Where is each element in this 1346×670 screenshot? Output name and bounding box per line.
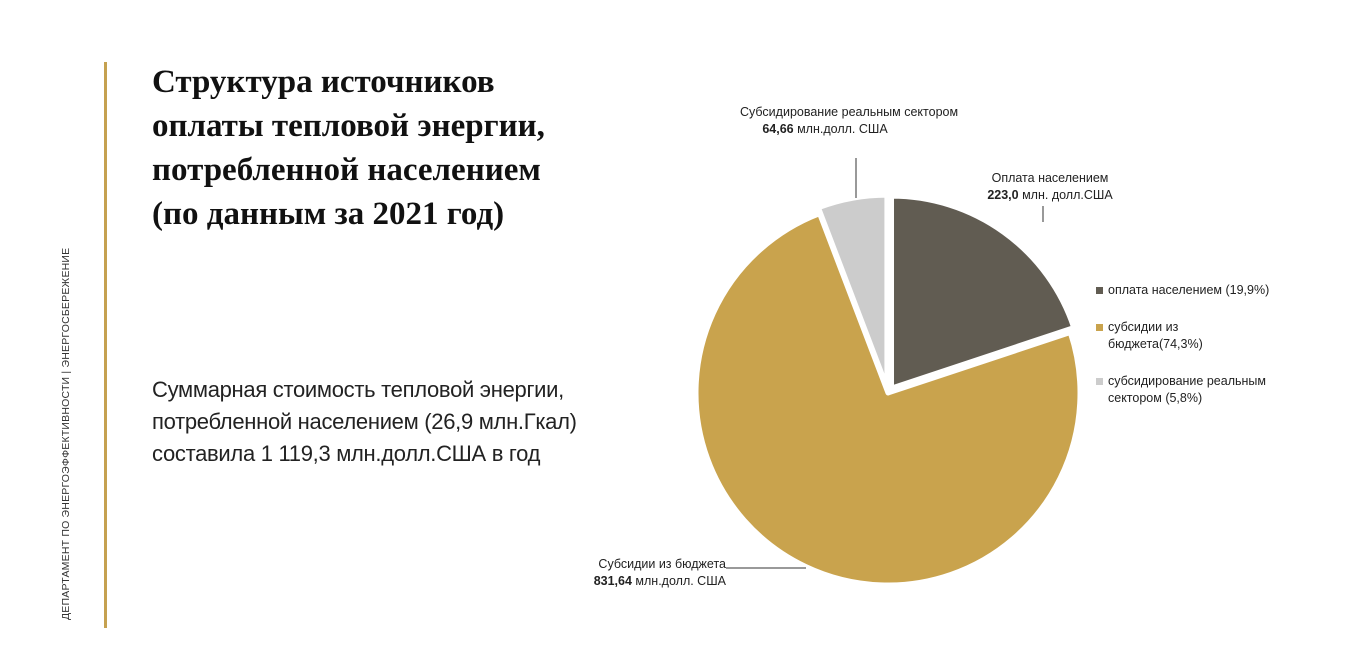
legend-swatch-budget [1096, 324, 1103, 331]
chart-title: Структура источников оплаты тепловой эне… [152, 60, 622, 236]
title-line-4: (по данным за 2021 год) [152, 196, 505, 232]
legend-label-budget: субсидии из бюджета(74,3%) [1108, 320, 1203, 351]
callout-leader-lines [726, 158, 1044, 569]
callout-budget-name: Субсидии из бюджета [598, 557, 726, 571]
legend-swatch-population [1096, 287, 1103, 294]
title-line-2: оплаты тепловой энергии, [152, 108, 545, 144]
title-line-3: потребленной населением [152, 152, 541, 188]
summary-line-3: составила 1 119,3 млн.долл.США в год [152, 441, 541, 466]
legend-item-budget: субсидии из бюджета(74,3%) [1096, 319, 1336, 353]
summary-text: Суммарная стоимость тепловой энергии, по… [152, 374, 622, 470]
summary-line-2: потребленной населением (26,9 млн.Гкал) [152, 409, 577, 434]
title-line-1: Структура источников [152, 64, 495, 100]
slice-realsector [815, 192, 890, 390]
callout-realsector: Субсидирование реальным сектором 64,66 м… [740, 104, 959, 138]
callout-population-value: 223,0 [987, 188, 1019, 202]
callout-population-amount: 223,0 млн. долл.США [960, 187, 1140, 204]
slice-budget [693, 211, 1083, 588]
callout-realsector-amount: 64,66 млн.долл. США [740, 121, 910, 138]
gold-divider-line [104, 62, 107, 628]
callout-realsector-unit: млн.долл. США [793, 122, 888, 136]
callout-budget-value: 831,64 [593, 574, 632, 588]
slice-population [889, 193, 1077, 391]
legend-swatch-realsector [1096, 378, 1103, 385]
callout-realsector-name: Субсидирование реальным сектором [740, 105, 959, 119]
legend-item-population: оплата населением (19,9%) [1096, 282, 1336, 299]
callout-budget-amount: 831,64 млн.долл. США [540, 573, 726, 590]
callout-budget-unit: млн.долл. США [631, 574, 726, 588]
callout-budget: Субсидии из бюджета 831,64 млн.долл. США [540, 556, 726, 590]
legend-label-realsector: субсидирование реальным сектором (5,8%) [1108, 374, 1266, 405]
callout-population: Оплата населением 223,0 млн. долл.США [960, 170, 1140, 204]
summary-line-1: Суммарная стоимость тепловой энергии, [152, 377, 564, 402]
callout-population-unit: млн. долл.США [1018, 188, 1113, 202]
callout-realsector-value: 64,66 [762, 122, 794, 136]
legend-label-population: оплата населением (19,9%) [1108, 283, 1270, 297]
legend-item-realsector: субсидирование реальным сектором (5,8%) [1096, 373, 1336, 407]
pie-slices [693, 192, 1083, 588]
callout-population-name: Оплата населением [991, 171, 1109, 185]
chart-legend: оплата населением (19,9%) субсидии из бю… [1096, 282, 1336, 427]
